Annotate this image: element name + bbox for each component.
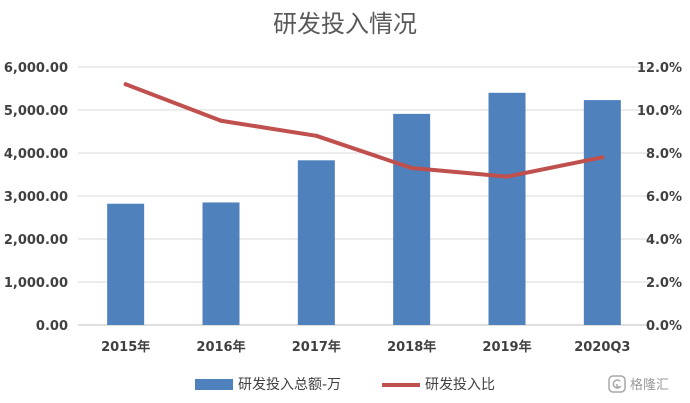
logo-icon (608, 375, 626, 393)
bar (202, 202, 240, 325)
x-axis: 2015年 2016年 2017年 2018年 2019年 2020Q3 (101, 339, 630, 355)
bar (393, 113, 431, 326)
x-tick-label: 2016年 (196, 339, 245, 355)
legend-label-line: 研发投入比 (425, 377, 495, 393)
y-right-tick-label: 4.0% (646, 233, 682, 248)
y-axis-right: 0.0% 2.0% 4.0% 6.0% 8.0% 10.0% 12.0% (637, 61, 682, 334)
bar (583, 100, 621, 325)
watermark: 格隆汇 (608, 375, 669, 393)
bar (488, 92, 526, 325)
line-point (505, 174, 509, 179)
y-right-tick-label: 0.0% (646, 319, 682, 334)
x-tick-label: 2019年 (482, 339, 531, 355)
legend: 研发投入总额-万 研发投入比 (195, 377, 495, 393)
line-point (409, 166, 414, 171)
y-right-tick-label: 6.0% (646, 190, 682, 205)
y-left-tick-label: 5,000.00 (4, 104, 68, 119)
y-left-tick-label: 4,000.00 (4, 147, 68, 162)
bar-series (107, 92, 621, 326)
line-point (600, 155, 605, 160)
y-left-tick-label: 3,000.00 (4, 190, 68, 205)
line-point (219, 118, 223, 123)
line-path (123, 82, 605, 179)
line-point (314, 133, 319, 138)
x-tick-label: 2018年 (387, 339, 436, 355)
legend-label-bar: 研发投入总额-万 (238, 377, 341, 393)
x-tick-label: 2015年 (101, 339, 150, 355)
x-tick-label: 2020Q3 (574, 340, 630, 355)
y-right-tick-label: 8.0% (646, 147, 682, 162)
legend-swatch-bar (195, 379, 233, 390)
y-left-tick-label: 0.00 (36, 319, 68, 334)
bar (107, 203, 145, 325)
y-right-tick-label: 10.0% (637, 104, 682, 119)
chart-title: 研发投入情况 (273, 10, 417, 38)
watermark-text: 格隆汇 (630, 377, 669, 393)
y-left-tick-label: 1,000.00 (4, 276, 68, 291)
x-tick-label: 2017年 (292, 339, 341, 355)
bar (297, 160, 335, 325)
y-axis-left: 0.00 1,000.00 2,000.00 3,000.00 4,000.00 5,00… (4, 61, 68, 334)
y-right-tick-label: 2.0% (646, 276, 682, 291)
grid-lines (78, 66, 650, 326)
line-series (123, 82, 605, 179)
line-point (123, 82, 128, 87)
y-left-tick-label: 6,000.00 (4, 61, 68, 76)
y-left-tick-label: 2,000.00 (4, 233, 68, 248)
y-right-tick-label: 12.0% (637, 61, 682, 76)
